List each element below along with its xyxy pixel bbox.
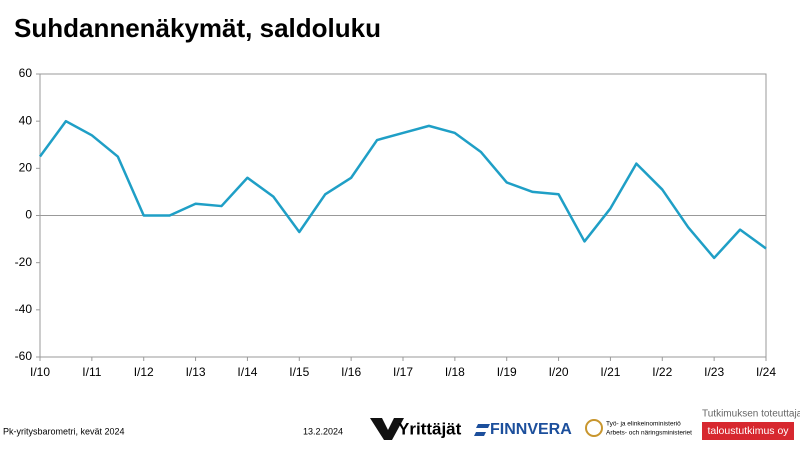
x-tick-label: I/23 [704, 365, 724, 379]
logo-mark [370, 418, 404, 440]
logo-finnvera: FINNVERA [490, 421, 572, 438]
y-tick-label: 0 [25, 208, 32, 222]
y-tick-label: -40 [15, 302, 33, 316]
x-tick-label: I/16 [341, 365, 361, 379]
chart-title: Suhdannenäkymät, saldoluku [14, 13, 381, 43]
x-tick-label: I/14 [237, 365, 257, 379]
x-tick-label: I/22 [652, 365, 672, 379]
x-tick-label: I/11 [82, 365, 101, 379]
researcher-name: taloustutkimus oy [707, 425, 789, 437]
x-tick-label: I/15 [289, 365, 309, 379]
logo-yrittajat: Yrittäjät [398, 419, 462, 438]
x-tick-label: I/12 [134, 365, 154, 379]
logo-mark [474, 424, 490, 436]
ministry-fi: Työ- ja elinkeinoministeriö [606, 421, 681, 428]
source: Pk-yritysbarometri, kevät 2024 [3, 426, 125, 436]
x-tick-label: I/13 [186, 365, 206, 379]
researcher-logo [702, 422, 794, 440]
date: 13.2.2024 [303, 426, 343, 436]
researcher-caption: Tutkimuksen toteuttaja [702, 409, 800, 420]
y-tick-label: -20 [15, 255, 33, 269]
x-tick-label: I/20 [549, 365, 569, 379]
x-tick-label: I/19 [497, 365, 517, 379]
y-tick-label: 40 [19, 113, 33, 127]
x-tick-label: I/10 [30, 365, 50, 379]
y-tick-label: -60 [15, 349, 33, 363]
series-line [38, 119, 767, 260]
x-tick-label: I/21 [600, 365, 620, 379]
y-tick-label: 20 [19, 161, 33, 175]
x-tick-label: I/24 [756, 365, 776, 379]
ministry-emblem [585, 419, 603, 437]
y-tick-label: 60 [19, 66, 33, 80]
x-tick-label: I/18 [445, 365, 465, 379]
ministry-sv: Arbets- och näringsministeriet [606, 430, 692, 437]
x-tick-label: I/17 [393, 365, 413, 379]
